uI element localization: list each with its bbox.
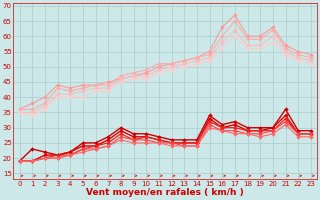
X-axis label: Vent moyen/en rafales ( km/h ): Vent moyen/en rafales ( km/h ) [86, 188, 244, 197]
